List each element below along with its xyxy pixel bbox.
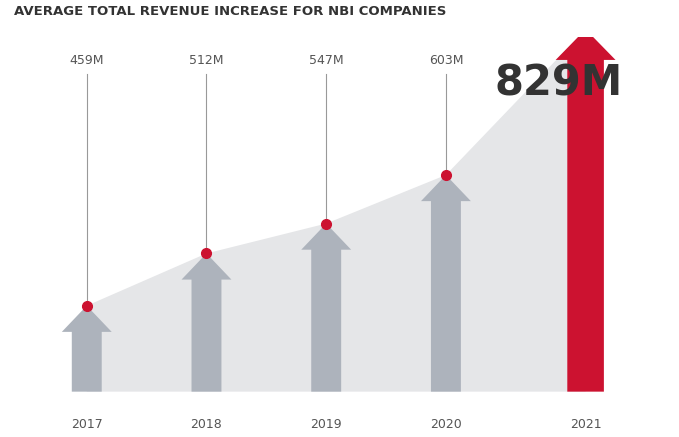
Text: 603M: 603M xyxy=(428,54,463,67)
Polygon shape xyxy=(301,224,351,392)
Polygon shape xyxy=(555,29,616,392)
Text: 2018: 2018 xyxy=(191,418,222,431)
Polygon shape xyxy=(421,175,471,392)
Polygon shape xyxy=(62,306,112,392)
Text: 547M: 547M xyxy=(309,54,344,67)
Text: 2017: 2017 xyxy=(71,418,103,431)
Polygon shape xyxy=(87,29,585,392)
Text: 829M: 829M xyxy=(495,63,623,105)
Text: 2021: 2021 xyxy=(570,418,602,431)
Text: AVERAGE TOTAL REVENUE INCREASE FOR NBI COMPANIES: AVERAGE TOTAL REVENUE INCREASE FOR NBI C… xyxy=(14,5,446,18)
Text: 2020: 2020 xyxy=(430,418,462,431)
Text: 512M: 512M xyxy=(189,54,223,67)
Text: 459M: 459M xyxy=(69,54,104,67)
Polygon shape xyxy=(181,253,232,392)
Text: 2019: 2019 xyxy=(310,418,342,431)
